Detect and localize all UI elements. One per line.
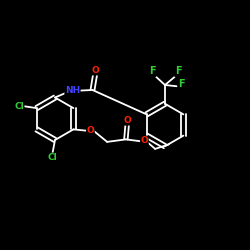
- Text: F: F: [178, 79, 184, 89]
- Text: Cl: Cl: [48, 153, 57, 162]
- Text: F: F: [149, 66, 156, 76]
- Text: O: O: [140, 136, 148, 145]
- Text: O: O: [123, 116, 131, 125]
- Text: O: O: [91, 66, 99, 75]
- Text: F: F: [175, 66, 182, 76]
- Text: NH: NH: [65, 86, 80, 95]
- Text: Cl: Cl: [14, 102, 24, 110]
- Text: O: O: [86, 126, 94, 135]
